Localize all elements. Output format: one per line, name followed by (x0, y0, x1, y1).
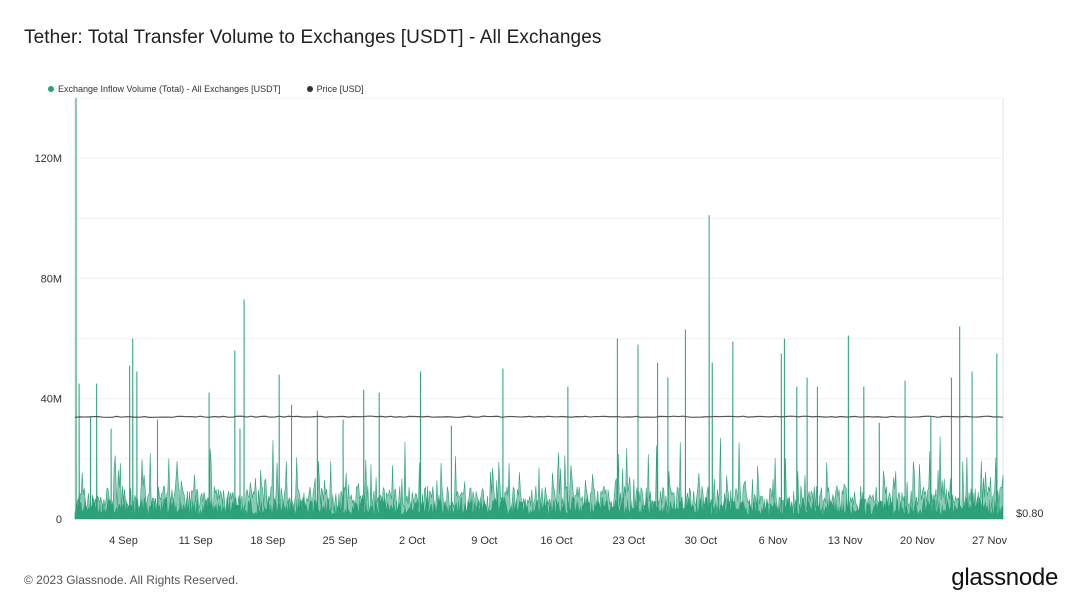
copyright-text: © 2023 Glassnode. All Rights Reserved. (24, 573, 239, 587)
axis-layer: 0 40M 80M 120M $0.80 4 Sep 11 Sep 18 Sep 25 Sep 2… (34, 153, 1043, 547)
inflow-area-layer (74, 97, 1004, 520)
x-tick-label: 4 Sep (109, 535, 138, 547)
x-tick-label: 2 Oct (399, 535, 425, 547)
y-tick-label: 80M (41, 273, 62, 285)
x-tick-label: 20 Nov (900, 535, 935, 547)
x-tick-label: 30 Oct (685, 535, 717, 547)
chart-title: Tether: Total Transfer Volume to Exchang… (24, 27, 602, 48)
x-tick-label: 23 Oct (613, 535, 645, 547)
x-tick-label: 6 Nov (759, 535, 788, 547)
chart-legend: Exchange Inflow Volume (Total) - All Exc… (48, 84, 364, 94)
glassnode-logo[interactable]: glassnode (951, 564, 1058, 591)
x-tick-label: 13 Nov (828, 535, 863, 547)
x-tick-label: 25 Sep (323, 535, 358, 547)
legend-item-price[interactable]: Price [USD] (306, 84, 364, 94)
grid-layer (74, 97, 1004, 519)
inflow-area (74, 97, 1004, 520)
x-tick-label: 18 Sep (250, 535, 285, 547)
x-tick-label: 16 Oct (540, 535, 572, 547)
legend-dot-inflow (48, 86, 54, 92)
legend-label-price: Price [USD] (316, 84, 364, 94)
legend-item-inflow[interactable]: Exchange Inflow Volume (Total) - All Exc… (48, 84, 281, 94)
y-tick-label: 120M (34, 153, 62, 165)
inflow-area-base (75, 496, 1003, 519)
price-line (74, 415, 1004, 418)
legend-label-inflow: Exchange Inflow Volume (Total) - All Exc… (58, 84, 281, 94)
y-tick-label: 40M (41, 394, 62, 406)
price-line-layer (74, 415, 1004, 418)
x-tick-label: 11 Sep (179, 535, 213, 547)
legend-dot-price (306, 86, 313, 92)
x-tick-label: 27 Nov (972, 535, 1007, 547)
y-tick-label: 0 (56, 514, 62, 526)
x-tick-label: 9 Oct (471, 535, 497, 547)
y-right-tick-label: $0.80 (1016, 508, 1044, 520)
